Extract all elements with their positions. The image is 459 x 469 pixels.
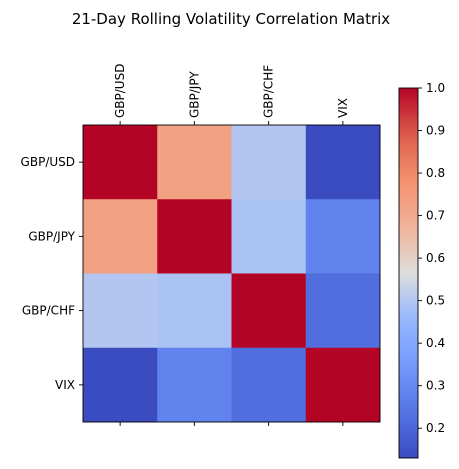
heatmap-cell [157, 125, 232, 200]
colorbar-tick-label: 0.4 [426, 336, 445, 350]
heatmap-cell [83, 347, 158, 423]
heatmap-cell [83, 125, 158, 200]
colorbar-tick-label: 0.8 [426, 166, 445, 180]
x-tick-label: VIX [336, 98, 350, 118]
x-tick-label: GBP/JPY [187, 71, 201, 118]
heatmap-cells [83, 125, 381, 423]
y-tick-labels: GBP/USD GBP/JPY GBP/CHF VIX [21, 155, 83, 392]
y-tick-label: VIX [55, 378, 75, 392]
heatmap-cell [83, 273, 158, 349]
x-tick-label: GBP/USD [113, 64, 127, 118]
colorbar-ticks: 0.2 0.3 0.4 0.5 0.6 0.7 0.8 0.9 1.0 [418, 81, 445, 435]
heatmap-cell [157, 199, 232, 274]
colorbar-tick-label: 0.2 [426, 421, 445, 435]
heatmap-cell [305, 273, 381, 349]
plot-frame [82, 124, 381, 423]
chart-title: 21-Day Rolling Volatility Correlation Ma… [72, 10, 390, 28]
x-tick-label: GBP/CHF [262, 65, 276, 118]
heatmap-cell [157, 273, 232, 349]
heatmap-cell [305, 347, 381, 423]
colorbar [398, 87, 419, 459]
colorbar-tick-label: 0.5 [426, 294, 445, 308]
x-tick-labels: GBP/USD GBP/JPY GBP/CHF VIX [113, 64, 350, 426]
heatmap-cell [231, 199, 307, 274]
colorbar-tick-label: 1.0 [426, 81, 445, 95]
y-tick-label: GBP/JPY [28, 229, 75, 243]
heatmap-cell [83, 199, 158, 274]
heatmap-cell [231, 125, 307, 200]
heatmap-cell [231, 273, 307, 349]
heatmap-cell [305, 125, 381, 200]
y-tick-label: GBP/CHF [22, 304, 75, 318]
heatmap-cell [305, 199, 381, 274]
heatmap-cell [231, 347, 307, 423]
colorbar-tick-label: 0.6 [426, 251, 445, 265]
heatmap-cell [157, 347, 232, 423]
colorbar-tick-label: 0.7 [426, 209, 445, 223]
colorbar-tick-label: 0.3 [426, 379, 445, 393]
colorbar-tick-label: 0.9 [426, 124, 445, 138]
y-tick-label: GBP/USD [21, 155, 75, 169]
